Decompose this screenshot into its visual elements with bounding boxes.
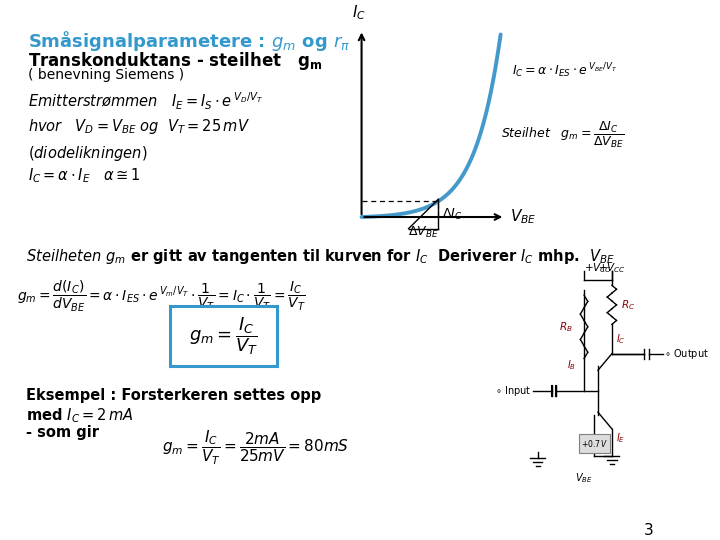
Text: $g_m = \dfrac{I_C}{V_T}$: $g_m = \dfrac{I_C}{V_T}$ (189, 315, 258, 357)
Text: Småsignalparametere : $g_m$ og $r_\pi$: Småsignalparametere : $g_m$ og $r_\pi$ (28, 29, 351, 52)
Text: $V_{BE}$: $V_{BE}$ (575, 471, 593, 484)
Text: $\circ$ Input: $\circ$ Input (495, 384, 531, 398)
Text: $\circ$ Output: $\circ$ Output (664, 347, 708, 361)
Text: $R_B$: $R_B$ (559, 320, 573, 334)
Text: Eksempel : Forsterkeren settes opp: Eksempel : Forsterkeren settes opp (26, 388, 321, 403)
Text: $\mathit{Steilhet}$   $g_m = \dfrac{\Delta I_C}{\Delta V_{BE}}$: $\mathit{Steilhet}$ $g_m = \dfrac{\Delta… (500, 119, 624, 150)
FancyBboxPatch shape (170, 306, 277, 366)
Text: $+0.7\,V$: $+0.7\,V$ (581, 438, 608, 449)
Text: med $I_C = 2\,mA$: med $I_C = 2\,mA$ (26, 407, 133, 425)
Text: $g_m = \dfrac{I_C}{V_T} = \dfrac{2mA}{25mV} = 80mS$: $g_m = \dfrac{I_C}{V_T} = \dfrac{2mA}{25… (162, 429, 349, 467)
FancyBboxPatch shape (578, 434, 610, 453)
Text: Transkonduktans - steilhet   $\mathbf{g_m}$: Transkonduktans - steilhet $\mathbf{g_m}… (28, 50, 323, 72)
Text: $R_C$: $R_C$ (621, 298, 635, 312)
Text: $\mathit{hvor}$   $V_D = V_{BE}$ $\mathit{og}$  $V_T = 25\,mV$: $\mathit{hvor}$ $V_D = V_{BE}$ $\mathit{… (28, 117, 250, 137)
Text: $+V_{CC}$: $+V_{CC}$ (598, 261, 626, 275)
Text: $g_m = \dfrac{d(I_C)}{dV_{BE}} = \alpha \cdot I_{ES} \cdot e^{\,V_{m}/V_T} \cdot: $g_m = \dfrac{d(I_C)}{dV_{BE}} = \alpha … (17, 279, 305, 314)
Text: $I_C$: $I_C$ (616, 332, 625, 346)
Text: $I_E$: $I_E$ (616, 431, 625, 446)
Text: $\Delta V_{BE}$: $\Delta V_{BE}$ (408, 225, 438, 240)
Text: $I_C$: $I_C$ (352, 3, 366, 22)
Text: $V_{BE}$: $V_{BE}$ (510, 208, 536, 226)
Text: $\mathit{Emitterstr\o mmen}$   $I_E = I_S \cdot e^{\,V_D/V_T}$: $\mathit{Emitterstr\o mmen}$ $I_E = I_S … (28, 90, 263, 112)
Text: $\mathit{Steilheten}$ $\mathit{g_m}$ er gitt av tangenten til kurven for $I_C$  : $\mathit{Steilheten}$ $\mathit{g_m}$ er … (26, 247, 615, 266)
Text: $\Delta I_C$: $\Delta I_C$ (442, 206, 462, 221)
Text: $I_C = \alpha \cdot I_E \quad \alpha \cong 1$: $I_C = \alpha \cdot I_E \quad \alpha \co… (28, 166, 140, 185)
Text: 3: 3 (644, 523, 654, 537)
Text: ( benevning Siemens ): ( benevning Siemens ) (28, 68, 184, 82)
Text: - som gir: - som gir (26, 425, 99, 440)
Text: $I_B$: $I_B$ (567, 359, 577, 373)
Text: $\mathit{(diodelikningen)}$: $\mathit{(diodelikningen)}$ (28, 144, 147, 163)
Text: $+V_{CC}$: $+V_{CC}$ (584, 261, 612, 275)
Text: $I_C = \alpha \cdot I_{ES} \cdot e^{\,V_{BE}/V_T}$: $I_C = \alpha \cdot I_{ES} \cdot e^{\,V_… (512, 61, 617, 79)
